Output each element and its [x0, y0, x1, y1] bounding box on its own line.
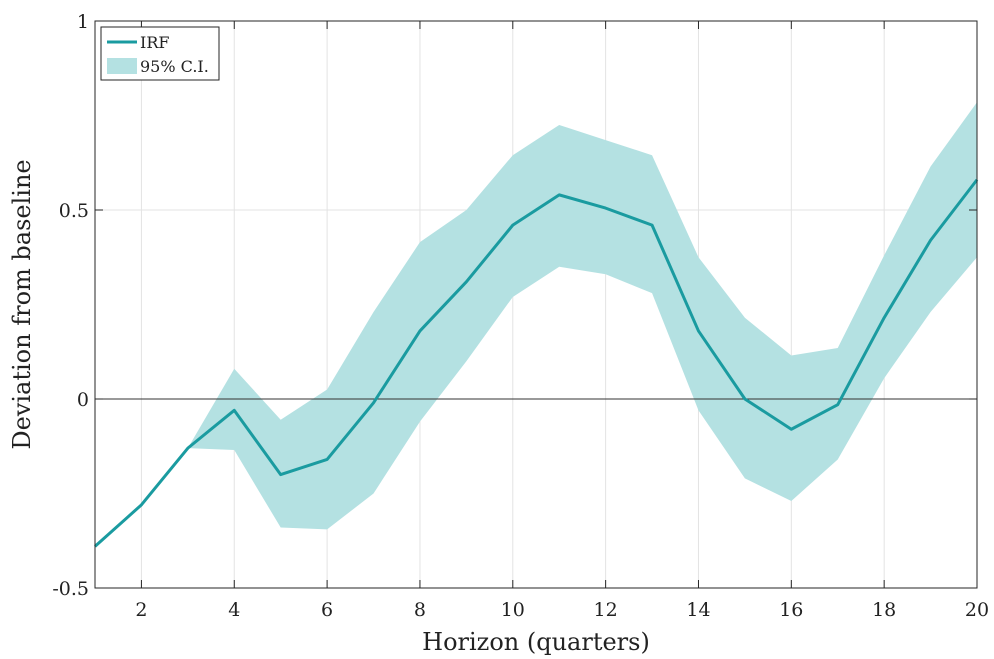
x-tick-label: 6	[321, 599, 333, 621]
x-tick-label: 2	[135, 599, 147, 621]
x-tick-label: 18	[872, 599, 896, 621]
x-tick-label: 16	[779, 599, 803, 621]
plot-frame	[94, 20, 978, 589]
legend-ci-swatch	[107, 58, 137, 74]
y-tick-label: 1	[77, 11, 89, 33]
legend: IRF 95% C.I.	[100, 26, 220, 81]
x-axis-label: Horizon (quarters)	[422, 628, 650, 656]
x-tick-label: 12	[594, 599, 618, 621]
y-tick-label: 0.5	[59, 200, 89, 222]
y-tick-label: -0.5	[52, 578, 89, 600]
y-axis-label: Deviation from baseline	[8, 159, 36, 449]
x-tick-label: 14	[686, 599, 710, 621]
x-tick-label: 4	[228, 599, 240, 621]
legend-box	[100, 26, 220, 81]
y-tick-label: 0	[77, 389, 89, 411]
grid	[95, 20, 978, 589]
x-tick-label: 20	[965, 599, 989, 621]
legend-ci-label: 95% C.I.	[140, 57, 209, 76]
x-tick-label: 10	[501, 599, 525, 621]
x-axis-ticks: 2 4 6 8 10 12 14 16 18 20	[135, 21, 989, 621]
legend-irf-label: IRF	[140, 33, 169, 52]
x-tick-label: 8	[414, 599, 426, 621]
y-axis-ticks: -0.5 0 0.5 1	[52, 11, 977, 600]
irf-series-line	[93, 178, 979, 548]
